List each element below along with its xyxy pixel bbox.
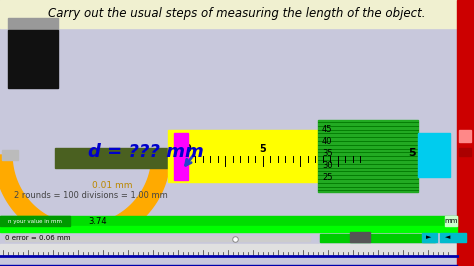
Text: ►: ►	[426, 235, 432, 240]
Bar	[318, 120, 418, 192]
Text: mm: mm	[444, 218, 458, 224]
Bar	[440, 233, 456, 242]
Bar	[2, 150, 18, 160]
Bar	[0, 226, 457, 232]
Bar	[418, 133, 450, 177]
Bar	[8, 30, 58, 88]
Bar	[320, 234, 435, 242]
Bar	[445, 216, 457, 226]
Bar	[457, 0, 474, 266]
Bar	[459, 148, 471, 156]
Text: 5: 5	[260, 144, 266, 154]
Bar	[0, 0, 457, 28]
Bar	[8, 18, 58, 30]
Bar	[5, 236, 310, 241]
Bar	[168, 130, 393, 182]
Text: Carry out the usual steps of measuring the length of the object.: Carry out the usual steps of measuring t…	[48, 7, 426, 20]
Text: 35: 35	[322, 149, 333, 159]
Text: 0 error = 0.06 mm: 0 error = 0.06 mm	[5, 235, 71, 241]
Bar	[174, 133, 188, 180]
Bar	[350, 232, 370, 242]
Bar	[0, 232, 457, 244]
Text: 5: 5	[408, 148, 416, 158]
Text: 2 rounds = 100 divisions = 1.00 mm: 2 rounds = 100 divisions = 1.00 mm	[14, 192, 168, 201]
Text: n your value in mm: n your value in mm	[8, 218, 62, 223]
Text: 3.74: 3.74	[88, 217, 107, 226]
Polygon shape	[0, 155, 170, 243]
Bar	[0, 0, 457, 215]
Text: 25: 25	[322, 173, 332, 182]
Bar	[0, 216, 70, 226]
Bar	[459, 130, 471, 142]
Bar	[55, 148, 290, 168]
Bar	[456, 233, 466, 242]
Text: 40: 40	[322, 138, 332, 147]
Text: d = ??? mm: d = ??? mm	[88, 143, 204, 161]
Bar	[0, 216, 457, 226]
Text: 0.01 mm: 0.01 mm	[92, 181, 133, 189]
Bar	[0, 244, 457, 256]
Text: 0: 0	[185, 144, 191, 154]
Text: 30: 30	[322, 161, 333, 171]
Text: 45: 45	[322, 124, 332, 134]
Bar	[422, 233, 437, 242]
Text: ◄: ◄	[445, 235, 451, 240]
